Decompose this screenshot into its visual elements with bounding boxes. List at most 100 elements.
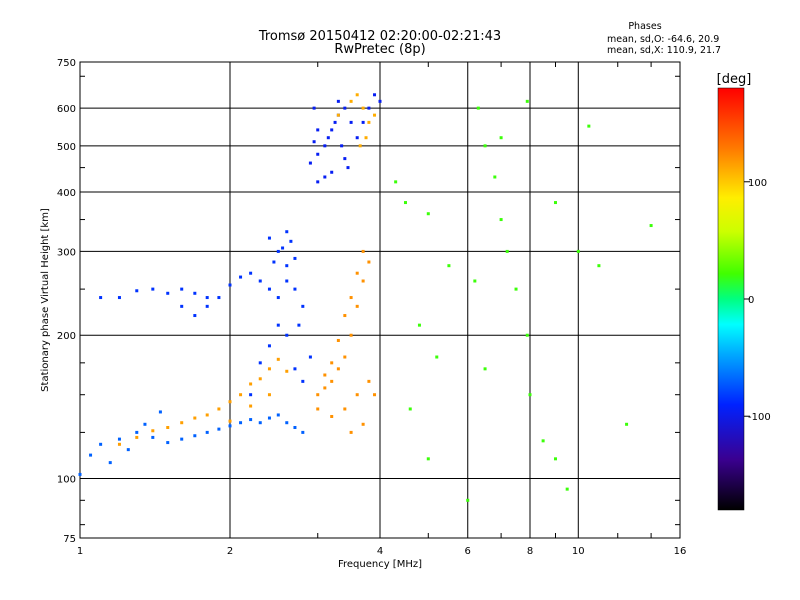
colorbar: [717, 87, 745, 511]
data-point: [576, 249, 580, 253]
data-point: [151, 287, 155, 291]
data-point: [499, 218, 503, 222]
data-point: [361, 120, 365, 124]
data-point: [541, 439, 545, 443]
data-point: [205, 304, 209, 308]
data-point: [514, 287, 518, 291]
data-point: [193, 314, 197, 318]
x-tick-label: 6: [465, 546, 471, 557]
data-point: [349, 120, 353, 124]
data-point: [394, 180, 398, 184]
data-point: [336, 99, 340, 103]
data-point: [493, 175, 497, 179]
data-point: [597, 264, 601, 268]
data-point: [349, 430, 353, 434]
data-point: [367, 260, 371, 264]
data-point: [258, 377, 262, 381]
data-point: [151, 435, 155, 439]
y-axis-label: Stationary phase Virtual Height [km]: [40, 208, 51, 392]
data-point: [361, 422, 365, 426]
data-point: [289, 239, 293, 243]
axis-ticks: 1 2 4 6 8 10 16 75 100 200 300 400 500 600 750: [57, 58, 686, 557]
data-point: [258, 361, 262, 365]
data-point: [367, 106, 371, 110]
data-point: [193, 434, 197, 438]
y-tick-label: 500: [57, 142, 76, 153]
data-point: [435, 355, 439, 359]
data-point: [258, 279, 262, 283]
data-point: [297, 323, 301, 327]
data-point: [373, 113, 377, 117]
data-point: [343, 407, 347, 411]
data-point: [217, 427, 221, 431]
data-point: [293, 256, 297, 260]
data-point: [276, 413, 280, 417]
data-point: [355, 136, 359, 140]
data-point: [505, 249, 509, 253]
y-tick-label: 300: [57, 247, 76, 258]
data-point: [293, 367, 297, 371]
data-point: [312, 140, 316, 144]
data-point: [267, 367, 271, 371]
data-point: [258, 421, 262, 425]
y-tick-label: 100: [57, 475, 76, 486]
data-point: [249, 393, 253, 397]
data-point: [117, 296, 121, 300]
data-point: [180, 304, 184, 308]
data-point: [308, 355, 312, 359]
data-point: [180, 287, 184, 291]
data-point: [108, 461, 112, 465]
data-point: [180, 437, 184, 441]
data-point: [239, 393, 243, 397]
data-point: [528, 393, 532, 397]
x-tick-label: 8: [527, 546, 533, 557]
x-axis-label: Frequency [MHz]: [338, 559, 422, 570]
x-tick-label: 4: [377, 546, 383, 557]
stats-heading: Phases: [628, 21, 661, 32]
data-point: [367, 379, 371, 383]
data-point: [143, 422, 147, 426]
data-point: [358, 144, 362, 148]
data-point: [78, 472, 82, 476]
chart-subtitle: RwPretec (8p): [334, 42, 425, 57]
data-point: [417, 323, 421, 327]
colorbar-ticks: 100 0 -100: [744, 178, 771, 423]
data-point: [228, 419, 232, 423]
data-point: [553, 201, 557, 205]
data-point: [249, 418, 253, 422]
data-point: [355, 271, 359, 275]
data-point: [378, 99, 382, 103]
data-point: [239, 421, 243, 425]
y-tick-label: 75: [63, 534, 76, 545]
data-point: [158, 410, 162, 414]
data-point: [126, 448, 130, 452]
data-point: [525, 333, 529, 337]
data-point: [267, 287, 271, 291]
data-point: [293, 425, 297, 429]
data-point: [267, 416, 271, 420]
data-point: [333, 120, 337, 124]
data-point: [166, 291, 170, 295]
data-point: [553, 457, 557, 461]
data-point: [285, 264, 289, 268]
data-point: [499, 136, 503, 140]
data-point: [361, 106, 365, 110]
data-point: [343, 106, 347, 110]
data-point: [267, 236, 271, 240]
y-tick-label: 600: [57, 104, 76, 115]
data-point: [355, 93, 359, 97]
data-point: [349, 333, 353, 337]
data-point: [625, 422, 629, 426]
y-tick-label: 750: [57, 58, 76, 69]
data-point: [135, 430, 139, 434]
data-point: [267, 393, 271, 397]
data-point: [166, 425, 170, 429]
data-point: [301, 430, 305, 434]
data-point: [483, 367, 487, 371]
data-point: [249, 382, 253, 386]
data-point: [476, 106, 480, 110]
colorbar-tick-label: 100: [748, 178, 767, 189]
data-point: [447, 264, 451, 268]
data-point: [336, 367, 340, 371]
data-point: [367, 120, 371, 124]
